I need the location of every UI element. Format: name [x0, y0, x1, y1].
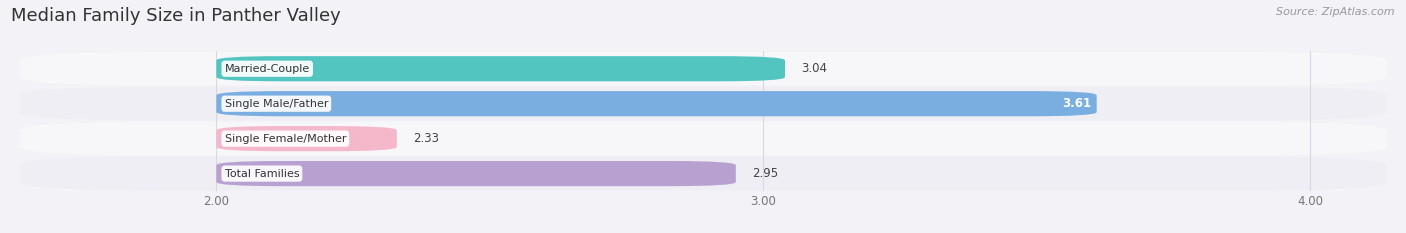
FancyBboxPatch shape	[20, 87, 1386, 120]
Text: Median Family Size in Panther Valley: Median Family Size in Panther Valley	[11, 7, 342, 25]
Text: 2.33: 2.33	[413, 132, 439, 145]
Text: Single Male/Father: Single Male/Father	[225, 99, 328, 109]
FancyBboxPatch shape	[217, 91, 1097, 116]
FancyBboxPatch shape	[20, 157, 1386, 190]
FancyBboxPatch shape	[20, 122, 1386, 155]
Text: Married-Couple: Married-Couple	[225, 64, 309, 74]
Text: 3.04: 3.04	[801, 62, 827, 75]
Text: Single Female/Mother: Single Female/Mother	[225, 134, 346, 144]
FancyBboxPatch shape	[217, 56, 785, 81]
Text: Total Families: Total Families	[225, 169, 299, 178]
Text: 2.95: 2.95	[752, 167, 779, 180]
FancyBboxPatch shape	[217, 126, 396, 151]
Text: 3.61: 3.61	[1062, 97, 1091, 110]
FancyBboxPatch shape	[20, 52, 1386, 86]
FancyBboxPatch shape	[217, 161, 735, 186]
Text: Source: ZipAtlas.com: Source: ZipAtlas.com	[1277, 7, 1395, 17]
